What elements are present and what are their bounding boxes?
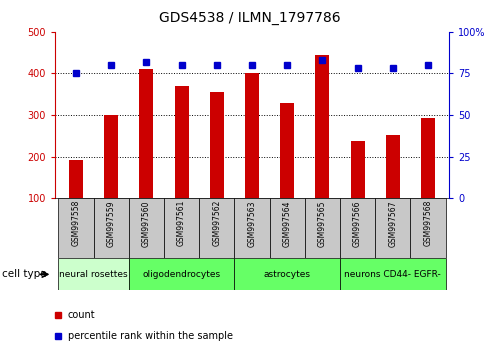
Bar [269, 198, 305, 258]
Bar [94, 198, 129, 258]
Bar [69, 160, 83, 198]
Bar [386, 135, 400, 198]
Text: GSM997558: GSM997558 [71, 200, 80, 246]
Text: GSM997567: GSM997567 [388, 200, 397, 246]
Bar [139, 69, 154, 198]
Text: GSM997566: GSM997566 [353, 200, 362, 246]
Bar [350, 141, 365, 198]
Bar [129, 198, 164, 258]
Text: GSM997563: GSM997563 [248, 200, 256, 246]
Text: oligodendrocytes: oligodendrocytes [143, 270, 221, 279]
Text: GSM997568: GSM997568 [424, 200, 433, 246]
Bar [315, 55, 329, 198]
Bar [235, 198, 269, 258]
Bar [340, 198, 375, 258]
Text: GSM997560: GSM997560 [142, 200, 151, 246]
Text: GSM997559: GSM997559 [107, 200, 116, 246]
Bar [305, 198, 340, 258]
Text: neurons CD44- EGFR-: neurons CD44- EGFR- [344, 270, 441, 279]
Bar [199, 198, 235, 258]
Bar [164, 198, 199, 258]
Bar [58, 198, 94, 258]
Text: GSM997561: GSM997561 [177, 200, 186, 246]
Bar [280, 103, 294, 198]
Bar [129, 258, 235, 290]
Text: percentile rank within the sample: percentile rank within the sample [67, 331, 233, 341]
Text: GSM997565: GSM997565 [318, 200, 327, 246]
Text: cell type: cell type [2, 269, 47, 279]
Bar [410, 198, 446, 258]
Bar [58, 258, 129, 290]
Bar [375, 198, 410, 258]
Bar [175, 86, 189, 198]
Text: GDS4538 / ILMN_1797786: GDS4538 / ILMN_1797786 [159, 11, 340, 25]
Text: neural rosettes: neural rosettes [59, 270, 128, 279]
Bar [104, 115, 118, 198]
Text: GSM997564: GSM997564 [283, 200, 292, 246]
Bar [235, 258, 340, 290]
Bar [245, 74, 259, 198]
Bar [210, 92, 224, 198]
Text: astrocytes: astrocytes [263, 270, 311, 279]
Bar [421, 118, 435, 198]
Text: GSM997562: GSM997562 [212, 200, 221, 246]
Bar [340, 258, 446, 290]
Text: count: count [67, 310, 95, 320]
